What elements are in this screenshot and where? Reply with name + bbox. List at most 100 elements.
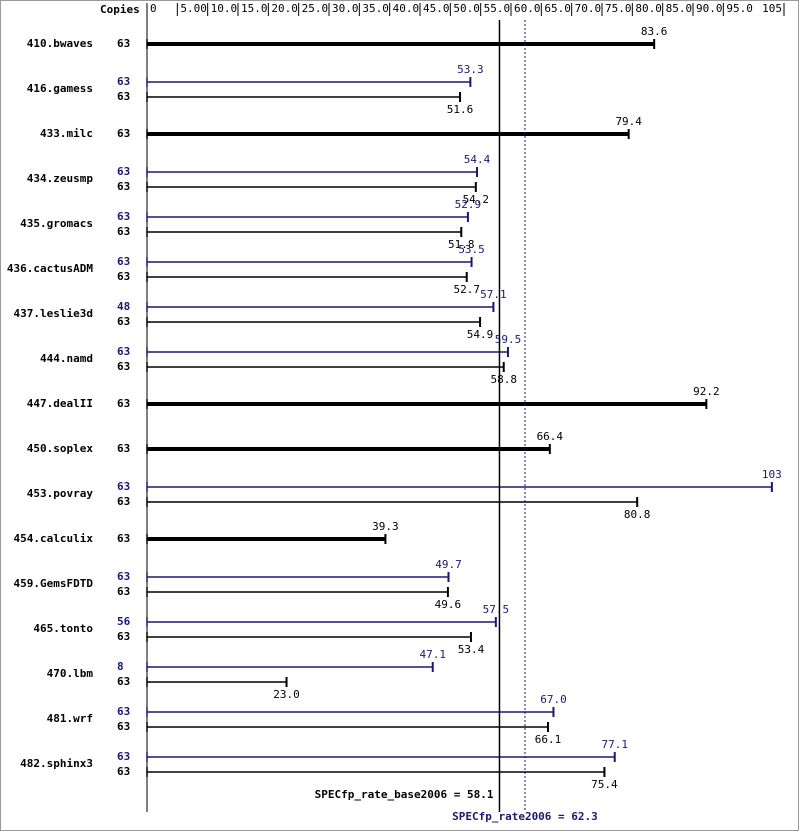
- benchmark-label: 447.dealII: [27, 397, 93, 410]
- x-tick-label: 5.00: [180, 2, 207, 15]
- copies-label: 63: [117, 90, 130, 103]
- benchmark-label: 433.milc: [40, 127, 93, 140]
- benchmark-label: 410.bwaves: [27, 37, 93, 50]
- benchmark-label: 437.leslie3d: [14, 307, 93, 320]
- value-label: 39.3: [372, 520, 399, 533]
- x-tick-label: 50.0: [453, 2, 480, 15]
- value-label: 54.9: [467, 328, 494, 341]
- value-label: 80.8: [624, 508, 651, 521]
- value-label: 54.4: [464, 153, 491, 166]
- x-tick-label: 20.0: [271, 2, 298, 15]
- copies-label: 63: [117, 585, 130, 598]
- value-label: 53.4: [458, 643, 485, 656]
- value-label: 57.1: [480, 288, 507, 301]
- value-label: 57.5: [483, 603, 510, 616]
- copies-label: 63: [117, 397, 130, 410]
- copies-label: 63: [117, 345, 130, 358]
- x-tick-label: 30.0: [332, 2, 359, 15]
- value-label: 52.9: [455, 198, 482, 211]
- value-label: 23.0: [273, 688, 300, 701]
- x-tick-label: 35.0: [362, 2, 389, 15]
- value-label: 66.4: [537, 430, 564, 443]
- copies-label: 63: [117, 630, 130, 643]
- value-label: 53.3: [457, 63, 484, 76]
- value-label: 49.6: [435, 598, 462, 611]
- value-label: 67.0: [540, 693, 567, 706]
- x-tick-label: 55.0: [484, 2, 511, 15]
- copies-label: 56: [117, 615, 131, 628]
- copies-label: 63: [117, 705, 130, 718]
- copies-label: 63: [117, 210, 130, 223]
- x-tick-label: 105: [762, 2, 782, 15]
- x-tick-label: 80.0: [635, 2, 662, 15]
- value-label: 54.2: [463, 193, 490, 206]
- value-label: 51.6: [447, 103, 474, 116]
- benchmark-label: 482.sphinx3: [20, 757, 93, 770]
- value-label: 75.4: [591, 778, 618, 791]
- copies-header: Copies: [100, 3, 140, 16]
- x-tick-label: 70.0: [575, 2, 602, 15]
- x-tick-label: 65.0: [544, 2, 571, 15]
- x-tick-label: 75.0: [605, 2, 632, 15]
- copies-label: 63: [117, 720, 130, 733]
- x-tick-label: 15.0: [241, 2, 268, 15]
- copies-label: 63: [117, 255, 130, 268]
- copies-label: 63: [117, 480, 130, 493]
- overall-peak-label: SPECfp_rate2006 = 62.3: [452, 810, 598, 823]
- x-tick-label: 90.0: [696, 2, 723, 15]
- copies-label: 63: [117, 495, 130, 508]
- value-label: 66.1: [535, 733, 562, 746]
- x-tick-label: 45.0: [423, 2, 450, 15]
- value-label: 53.5: [458, 243, 485, 256]
- copies-label: 63: [117, 225, 130, 238]
- benchmark-label: 470.lbm: [47, 667, 94, 680]
- copies-label: 63: [117, 750, 130, 763]
- x-tick-label: 60.0: [514, 2, 541, 15]
- benchmark-label: 444.namd: [40, 352, 93, 365]
- value-label: 103: [762, 468, 782, 481]
- benchmark-label: 436.cactusADM: [7, 262, 93, 275]
- copies-label: 63: [117, 675, 130, 688]
- value-label: 58.8: [490, 373, 517, 386]
- x-tick-label: 25.0: [302, 2, 329, 15]
- copies-label: 63: [117, 270, 130, 283]
- value-label: 49.7: [435, 558, 462, 571]
- copies-label: 63: [117, 765, 130, 778]
- x-tick-label: 85.0: [666, 2, 693, 15]
- value-label: 83.6: [641, 25, 668, 38]
- benchmark-label: 416.gamess: [27, 82, 93, 95]
- x-tick-label: 95.0: [726, 2, 753, 15]
- x-tick-label: 10.0: [211, 2, 238, 15]
- value-label: 51.8: [448, 238, 475, 251]
- value-label: 92.2: [693, 385, 720, 398]
- benchmark-label: 434.zeusmp: [27, 172, 94, 185]
- value-label: 79.4: [615, 115, 642, 128]
- copies-label: 63: [117, 165, 130, 178]
- copies-label: 63: [117, 315, 130, 328]
- overall-base-label: SPECfp_rate_base2006 = 58.1: [315, 788, 494, 801]
- benchmark-label: 453.povray: [27, 487, 94, 500]
- copies-label: 8: [117, 660, 124, 673]
- copies-label: 63: [117, 442, 130, 455]
- copies-label: 63: [117, 127, 130, 140]
- benchmark-label: 450.soplex: [27, 442, 94, 455]
- benchmark-label: 459.GemsFDTD: [14, 577, 94, 590]
- value-label: 59.5: [495, 333, 522, 346]
- benchmark-label: 465.tonto: [33, 622, 93, 635]
- copies-label: 63: [117, 37, 130, 50]
- benchmark-label: 481.wrf: [47, 712, 93, 725]
- benchmark-label: 435.gromacs: [20, 217, 93, 230]
- copies-label: 63: [117, 532, 130, 545]
- value-label: 52.7: [453, 283, 480, 296]
- copies-label: 63: [117, 75, 130, 88]
- value-label: 77.1: [601, 738, 628, 751]
- benchmark-label: 454.calculix: [14, 532, 94, 545]
- copies-label: 63: [117, 180, 130, 193]
- copies-label: 63: [117, 360, 130, 373]
- value-label: 47.1: [419, 648, 446, 661]
- x-tick-label: 0: [150, 2, 157, 15]
- x-tick-label: 40.0: [393, 2, 420, 15]
- copies-label: 48: [117, 300, 130, 313]
